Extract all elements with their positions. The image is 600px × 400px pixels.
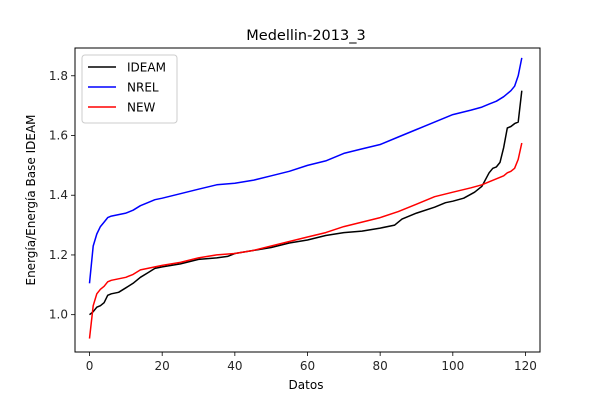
y-tick-label: 1.0 (49, 308, 68, 322)
x-tick-label: 100 (441, 359, 464, 373)
x-tick-label: 80 (373, 359, 388, 373)
x-tick-label: 20 (155, 359, 170, 373)
series-line-nrel (88, 57, 523, 284)
x-axis-title: Datos (289, 378, 324, 392)
legend-label-new: NEW (127, 101, 156, 115)
y-tick-label: 1.4 (49, 188, 68, 202)
legend-box (81, 54, 178, 124)
x-tick-label: 120 (514, 359, 537, 373)
legend: IDEAM NREL NEW (81, 54, 178, 124)
chart-title: Medellin-2013_3 (246, 28, 365, 44)
plot-lines (88, 57, 523, 339)
y-axis-title: Energía/Energía Base IDEAM (24, 114, 38, 285)
legend-label-nrel: NREL (127, 81, 159, 95)
y-axis: 1.0 1.2 1.4 1.6 1.8 (49, 69, 75, 322)
x-tick-label: 60 (300, 359, 315, 373)
y-tick-label: 1.8 (49, 69, 68, 83)
y-tick-label: 1.6 (49, 128, 68, 142)
y-tick-label: 1.2 (49, 248, 68, 262)
x-axis: 0 20 40 60 80 100 120 (86, 352, 537, 373)
legend-label-ideam: IDEAM (127, 61, 166, 75)
series-line-new (88, 142, 523, 339)
x-tick-label: 40 (227, 359, 242, 373)
series-line-ideam (89, 90, 523, 316)
x-tick-label: 0 (86, 359, 94, 373)
